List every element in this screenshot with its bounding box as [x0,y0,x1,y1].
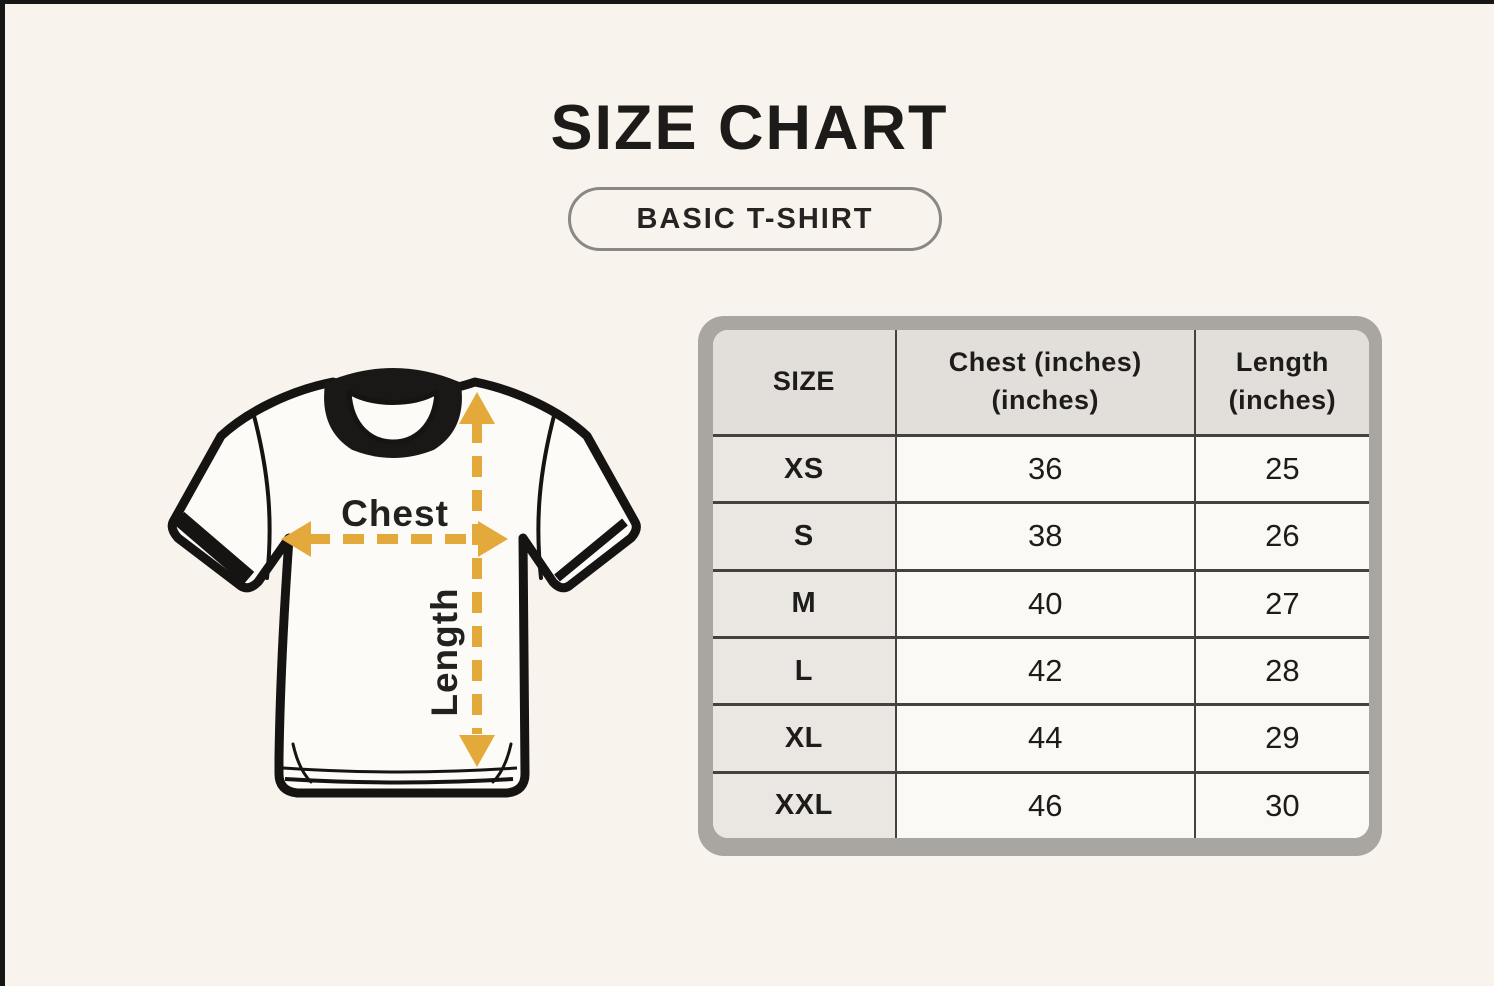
size-cell: XS [713,434,895,502]
header-cell-chest: Chest (inches) (inches) [894,330,1194,434]
chest-value-cell: 38 [894,501,1194,569]
chest-value-cell: 44 [894,703,1194,771]
length-value-cell: 27 [1193,568,1369,636]
size-cell: S [713,501,895,569]
header-chest-line2: (inches) [991,385,1100,415]
product-badge-label: BASIC T-SHIRT [636,202,874,235]
size-table: SIZE Chest (inches) (inches) Length (inc… [713,330,1369,838]
length-label: Length [424,587,465,716]
chest-arrowhead-right [478,521,508,557]
chest-label: Chest [341,493,449,534]
header-size-line1: SIZE [772,366,835,397]
length-value-cell: 28 [1193,636,1369,704]
size-cell: XL [713,703,895,771]
left-shoulder-seam [251,410,272,580]
length-value-cell: 26 [1193,501,1369,569]
header-cell-length: Length (inches) [1193,330,1369,434]
size-cell: XXL [713,770,895,838]
length-arrowhead-bottom [459,735,495,767]
hem-stitch-line-lower [284,777,514,785]
header-length-line1: Length [1235,347,1329,378]
hem-stitch-line-upper [282,766,518,774]
length-arrow [459,392,495,767]
length-value-cell: 25 [1193,434,1369,502]
size-cell: M [713,568,895,636]
length-value-cell: 29 [1193,703,1369,771]
chest-value-cell: 40 [894,568,1194,636]
page-title: SIZE CHART [550,93,949,163]
tshirt-body [167,377,641,798]
chest-value-cell: 36 [894,434,1194,502]
left-hem-wrinkle [291,742,313,784]
length-value-cell: 30 [1193,770,1369,838]
product-badge: BASIC T-SHIRT [568,187,942,251]
header-length-line2: (inches) [1228,385,1337,415]
chest-arrow [281,521,508,557]
header-chest-line1: Chest (inches) [948,347,1142,378]
right-hem-wrinkle [491,742,513,784]
chest-value-cell: 46 [894,770,1194,838]
right-sleeve-cuff [554,518,628,582]
chest-value-cell: 42 [894,636,1194,704]
size-cell: L [713,636,895,704]
right-shoulder-seam [536,410,557,580]
header-cell-size: SIZE [713,330,895,434]
size-chart-table-card: SIZE Chest (inches) (inches) Length (inc… [698,316,1382,856]
tshirt-measurement-diagram: Chest Length [161,350,647,820]
left-sleeve-cuff [173,511,255,585]
length-arrowhead-top [459,392,495,424]
collar-inner-neckline [346,389,440,445]
chest-arrowhead-left [281,521,311,557]
tshirt-illustration-icon: Chest Length [167,368,641,798]
